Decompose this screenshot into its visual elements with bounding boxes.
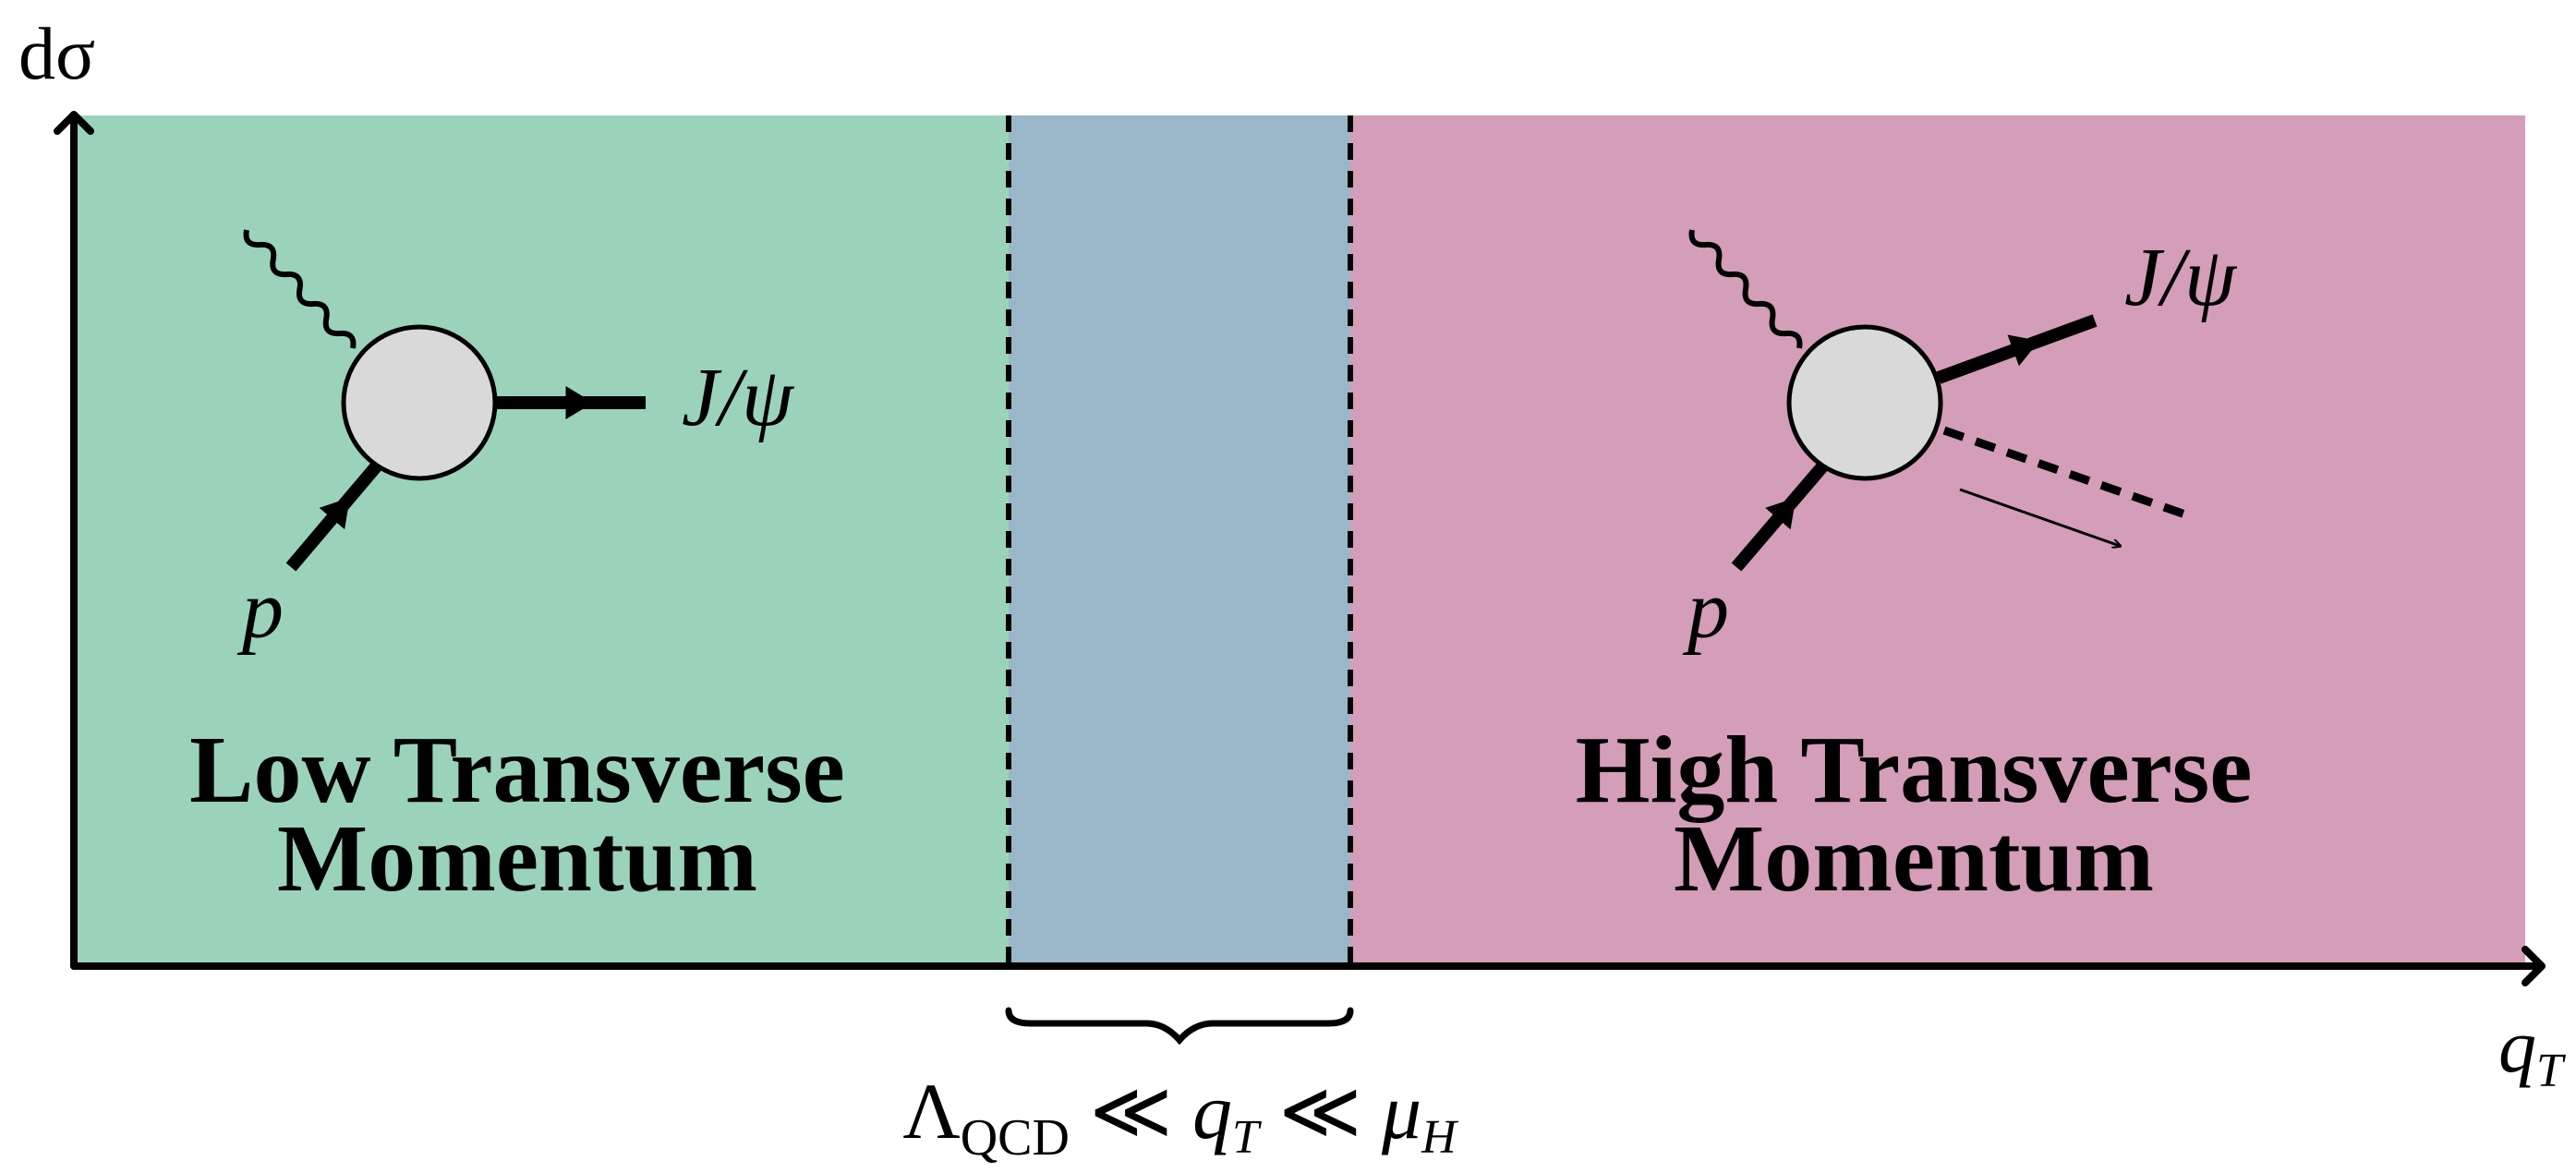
y-axis-label: dσ [18,14,95,95]
x-axis-label: qT [2498,1004,2566,1097]
mid-region [1009,115,1350,966]
formula-part: QCD [961,1109,1070,1167]
particle-label: p [1682,564,1729,656]
scale-relation: ΛQCD ≪ qT ≪ μH [902,1067,1458,1167]
formula-part: T [1232,1111,1262,1164]
formula-part: ≪ [1070,1067,1192,1155]
formula-part: H [1421,1111,1458,1164]
brace [1009,1010,1350,1040]
particle-label: J/ψ [2124,232,2238,323]
region-title: Momentum [277,805,757,912]
diagram: dσ qT ΛQCD ≪ qT ≪ μH J/ψpLow TransverseM… [0,0,2576,1173]
formula-part: μ [1381,1067,1421,1155]
region-title: Momentum [1674,805,2154,912]
formula-part: q [1192,1067,1232,1155]
particle-label: p [236,564,284,656]
formula-part: ≪ [1259,1067,1382,1155]
particle-label: J/ψ [682,352,795,443]
vertex-blob [1789,327,1941,478]
vertex-blob [344,327,495,478]
formula-part: Λ [902,1067,960,1155]
